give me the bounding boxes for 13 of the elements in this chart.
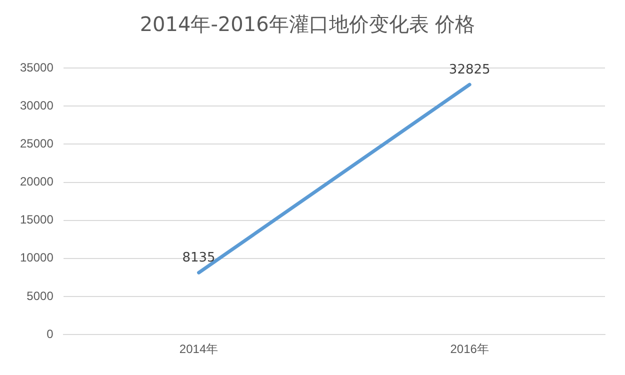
x-tick-label: 2016年: [450, 342, 489, 356]
y-tick-label: 5000: [26, 288, 54, 303]
x-tick-label: 2014年: [179, 342, 218, 356]
y-tick-label: 15000: [20, 212, 54, 227]
y-tick-label: 0: [46, 326, 54, 341]
y-tick-label: 30000: [20, 98, 54, 112]
y-tick-label: 35000: [20, 60, 54, 74]
data-label: 32825: [448, 62, 490, 78]
y-tick-label: 25000: [20, 136, 54, 150]
chart-title: 2014年-2016年灌口地价变化表 价格: [140, 12, 476, 36]
y-tick-label: 20000: [20, 174, 54, 189]
data-label: 8135: [182, 250, 216, 266]
y-tick-label: 10000: [20, 250, 54, 265]
